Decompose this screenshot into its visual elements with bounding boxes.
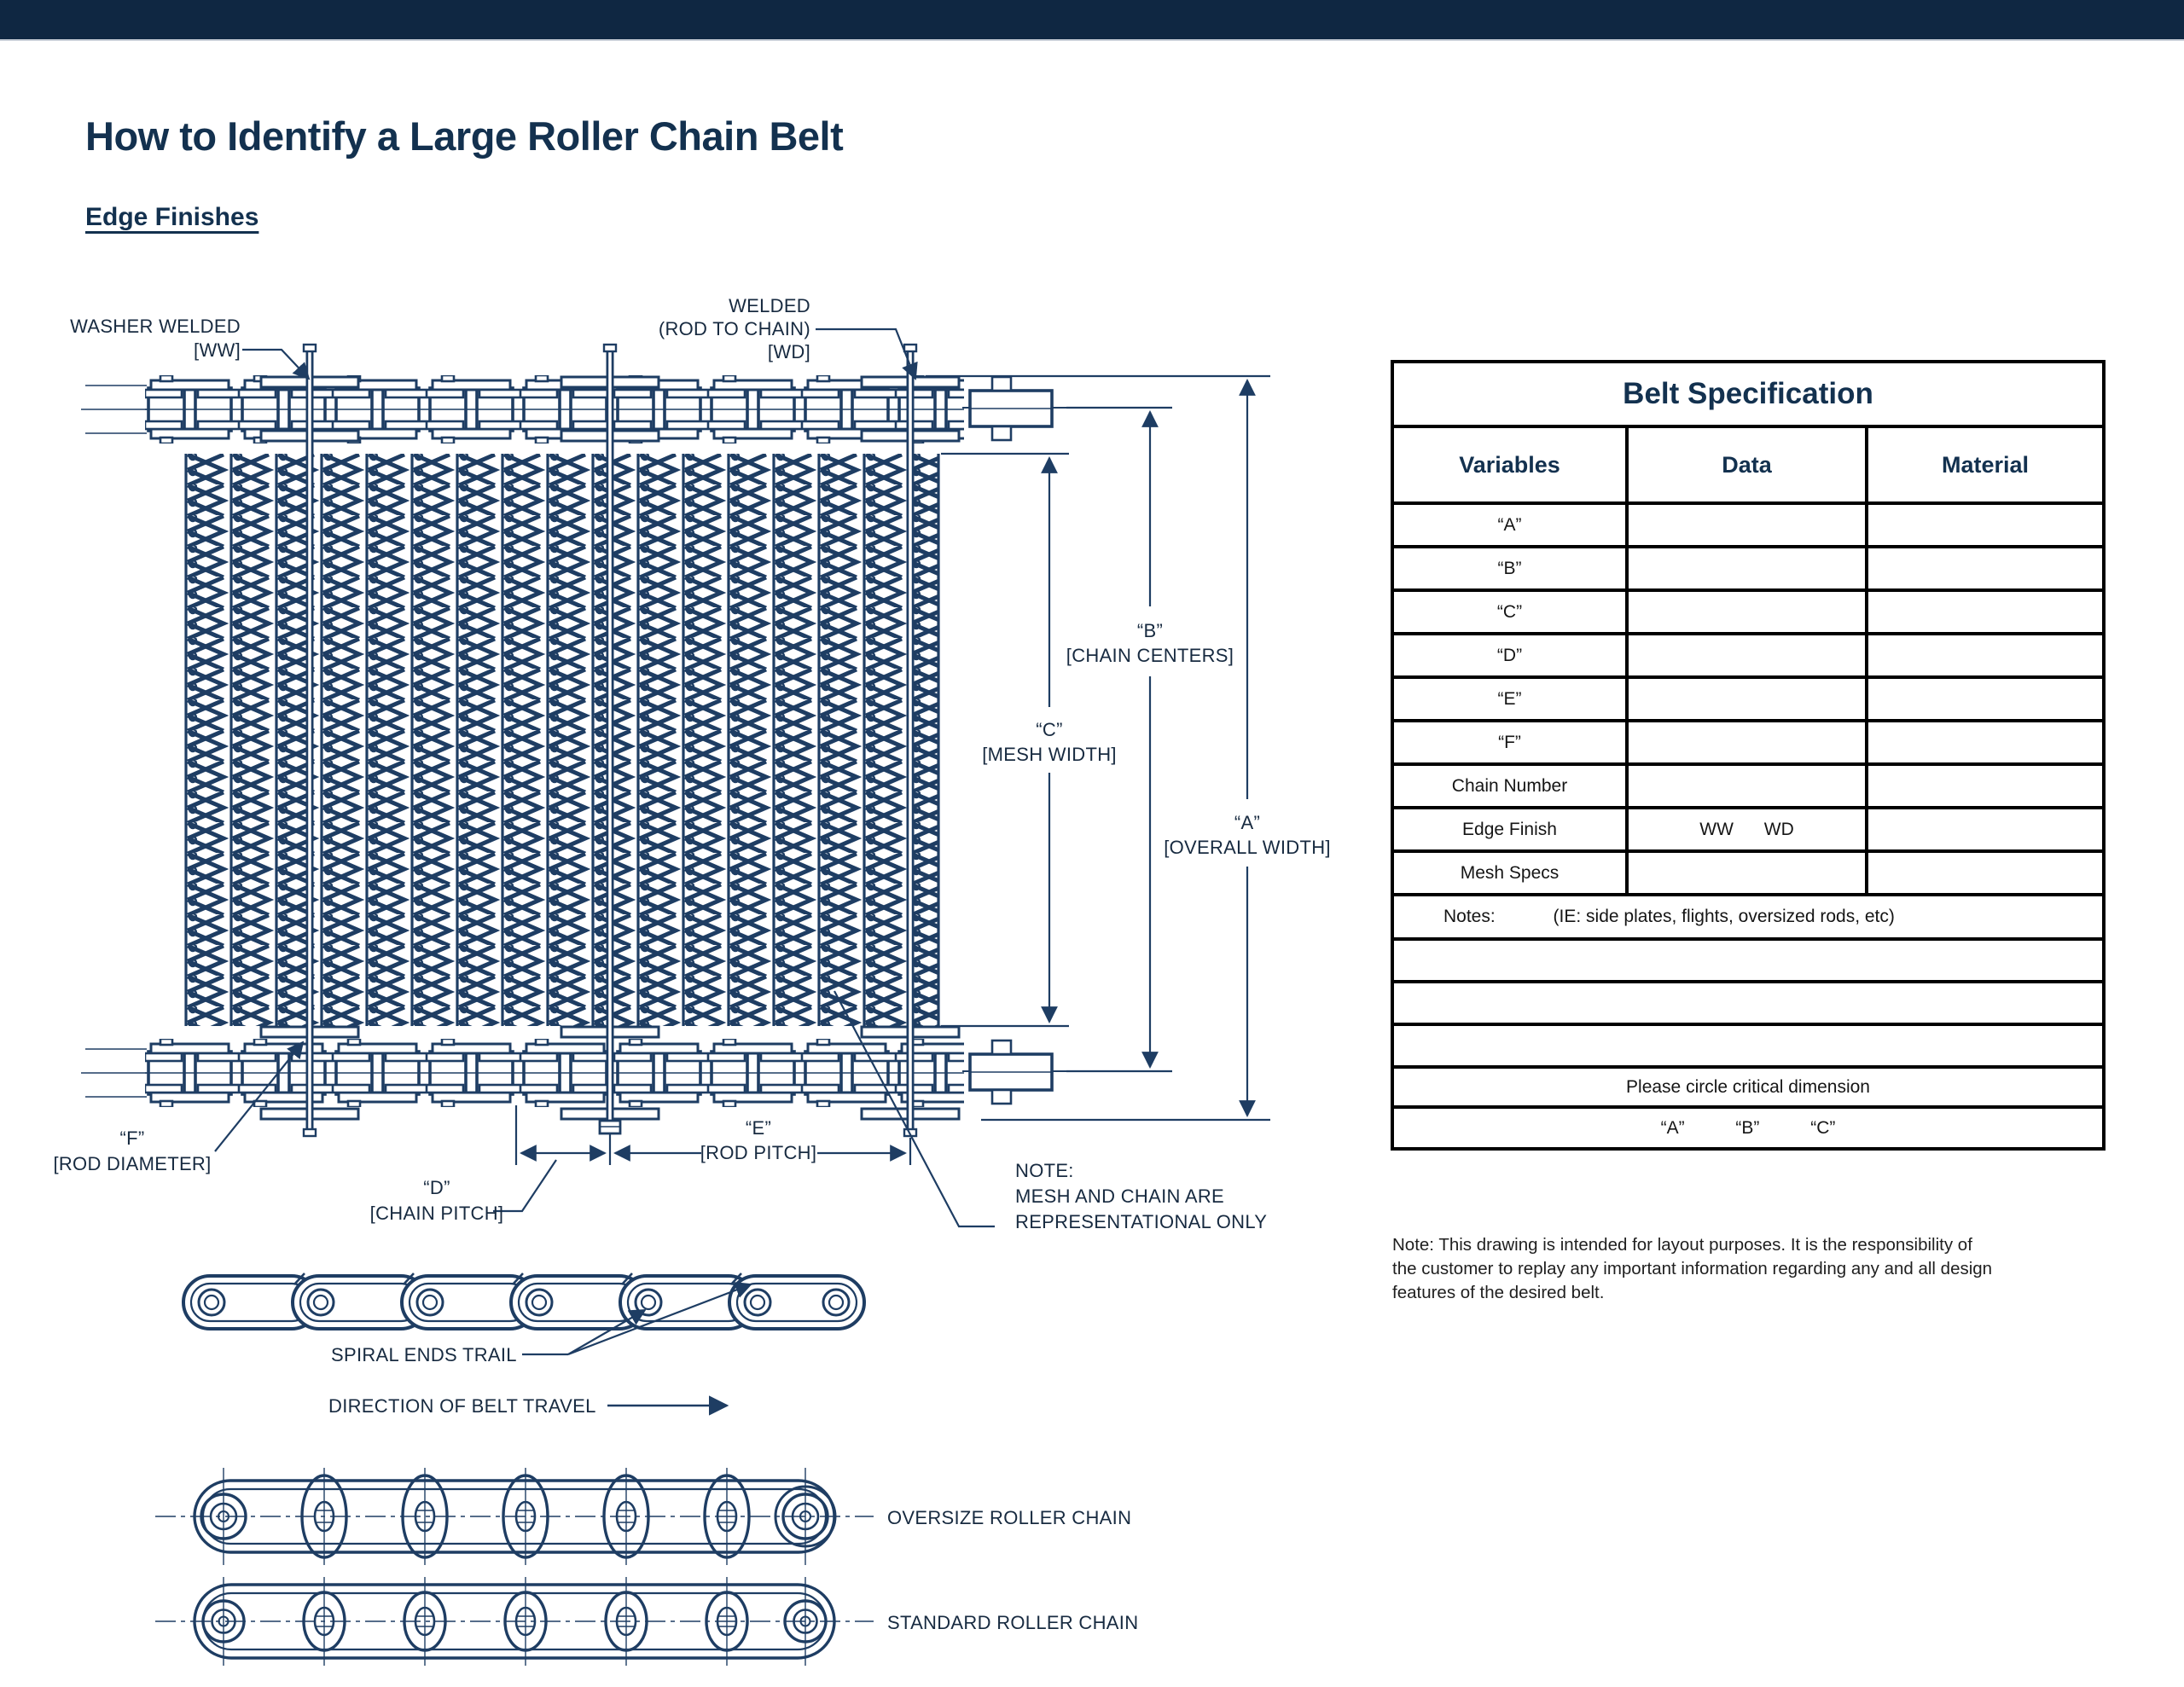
table-row: “A” [1391, 501, 2106, 548]
variable-d-data-cell [1625, 632, 1868, 679]
bottom-chain-end-link [968, 1039, 1054, 1105]
label-dim-e-name: [ROD PITCH] [700, 1142, 817, 1163]
label-dim-d-name: [CHAIN PITCH] [370, 1203, 504, 1224]
chain-number-data-cell [1625, 762, 1868, 809]
label-washer-welded: WASHER WELDED [70, 316, 241, 337]
notes-blank-row [1390, 980, 2106, 1026]
label-washer-welded-code: [WW] [194, 339, 241, 361]
label-direction-of-belt-travel: DIRECTION OF BELT TRAVEL [328, 1395, 596, 1417]
variable-a-material-cell [1864, 501, 2106, 548]
variable-a-label: “A” [1391, 501, 1629, 548]
table-row: “F” [1391, 719, 2106, 766]
page-title: How to Identify a Large Roller Chain Bel… [85, 113, 844, 159]
variable-f-data-cell [1625, 719, 1868, 766]
mesh-specs-material-cell [1864, 849, 2106, 896]
table-row: Edge Finish WW WD [1391, 806, 2106, 853]
dimension-lines [514, 374, 1270, 1165]
mesh-specs-data-cell [1625, 849, 1868, 896]
notes-label: Notes: [1443, 907, 1496, 926]
variable-d-material-cell [1864, 632, 2106, 679]
variable-b-label: “B” [1391, 545, 1629, 592]
circle-critical-dimension-label: Please circle critical dimension [1390, 1065, 2106, 1109]
oversize-roller-chain [155, 1466, 874, 1567]
notes-blank-row [1390, 1023, 2106, 1069]
column-header-material: Material [1864, 425, 2106, 505]
label-dim-e: “E” [746, 1117, 771, 1139]
layout-disclaimer-note: Note: This drawing is intended for layou… [1392, 1235, 1993, 1302]
label-note-line1: NOTE: [1015, 1160, 1074, 1181]
label-dim-b-name: [CHAIN CENTERS] [1066, 645, 1234, 666]
edge-finish-material-cell [1864, 806, 2106, 853]
belt-specification-table: Belt Specification Variables Data Materi… [1390, 360, 2106, 1151]
mesh-specs-label: Mesh Specs [1391, 849, 1629, 896]
variable-f-label: “F” [1391, 719, 1629, 766]
variable-a-data-cell [1625, 501, 1868, 548]
leader-lines [214, 328, 995, 1228]
label-spiral-ends-trail: SPIRAL ENDS TRAIL [331, 1344, 517, 1365]
edge-finish-label: Edge Finish [1391, 806, 1629, 853]
edge-finish-data-cell: WW WD [1625, 806, 1868, 853]
critical-dimension-options: “A” “B” “C” [1390, 1105, 2106, 1151]
critical-option-a: “A” [1660, 1117, 1685, 1138]
variable-c-label: “C” [1391, 588, 1629, 635]
variable-e-material-cell [1864, 675, 2106, 722]
variable-c-material-cell [1864, 588, 2106, 635]
table-row: “E” [1391, 675, 2106, 722]
top-navy-bar [0, 0, 2184, 41]
notes-row: Notes: (IE: side plates, flights, oversi… [1390, 893, 2106, 941]
table-row: Chain Number [1391, 762, 2106, 809]
top-chain-end-link [968, 375, 1054, 442]
label-dim-c: “C” [1036, 719, 1062, 740]
label-dim-b: “B” [1137, 620, 1163, 641]
label-welded: WELDED [729, 295, 810, 316]
edge-finish-option-ww: WW [1699, 819, 1734, 839]
chain-number-label: Chain Number [1391, 762, 1629, 809]
table-row: “D” [1391, 632, 2106, 679]
variable-d-label: “D” [1391, 632, 1629, 679]
variable-e-label: “E” [1391, 675, 1629, 722]
variable-c-data-cell [1625, 588, 1868, 635]
bottom-chain [81, 1039, 1163, 1107]
belt-diagram: WASHER WELDED [WW] WELDED (ROD TO CHAIN)… [53, 295, 1331, 1667]
label-note-line2: MESH AND CHAIN ARE [1015, 1186, 1224, 1207]
variable-b-data-cell [1625, 545, 1868, 592]
variable-b-material-cell [1864, 545, 2106, 592]
label-welded-code: [WD] [768, 341, 810, 362]
variable-e-data-cell [1625, 675, 1868, 722]
table-row: “C” [1391, 588, 2106, 635]
table-title: Belt Specification [1390, 360, 2106, 428]
edge-finish-option-wd: WD [1763, 819, 1794, 839]
critical-option-b: “B” [1735, 1117, 1760, 1138]
label-dim-f: “F” [120, 1128, 145, 1149]
column-header-data: Data [1625, 425, 1868, 505]
label-oversize-roller-chain: OVERSIZE ROLLER CHAIN [887, 1507, 1131, 1528]
table-row: Mesh Specs [1391, 849, 2106, 896]
label-dim-a-name: [OVERALL WIDTH] [1164, 837, 1331, 858]
notes-blank-row [1390, 937, 2106, 983]
table-row: “B” [1391, 545, 2106, 592]
column-header-variables: Variables [1391, 425, 1629, 505]
chain-number-material-cell [1864, 762, 2106, 809]
label-dim-d: “D” [423, 1177, 450, 1198]
standard-roller-chain [155, 1575, 874, 1667]
mesh-belt [183, 454, 940, 1026]
section-heading-edge-finishes: Edge Finishes [85, 203, 259, 231]
spiral-link-chain [182, 1272, 866, 1356]
label-dim-c-name: [MESH WIDTH] [982, 744, 1117, 765]
notes-hint: (IE: side plates, flights, oversized rod… [1553, 907, 1895, 926]
critical-option-c: “C” [1810, 1117, 1836, 1138]
label-dim-f-name: [ROD DIAMETER] [53, 1153, 211, 1174]
label-note-line3: REPRESENTATIONAL ONLY [1015, 1211, 1267, 1232]
label-welded-rod-to-chain: (ROD TO CHAIN) [659, 318, 810, 339]
label-standard-roller-chain: STANDARD ROLLER CHAIN [887, 1612, 1138, 1633]
welded-rods [259, 343, 961, 1138]
variable-f-material-cell [1864, 719, 2106, 766]
label-dim-a: “A” [1234, 812, 1260, 833]
